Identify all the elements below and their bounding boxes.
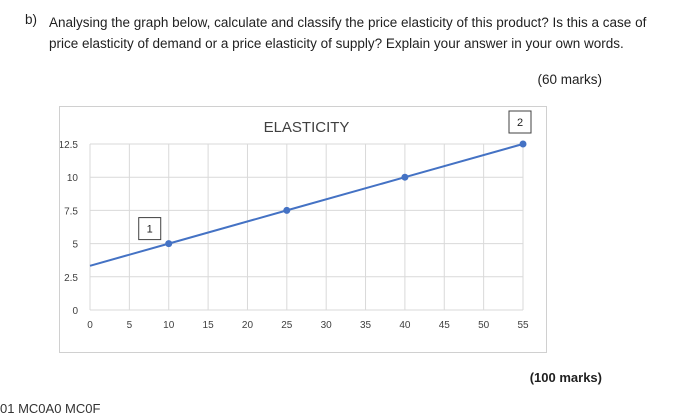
data-point	[401, 173, 409, 181]
elasticity-chart: ELASTICITY 0 5 10 15 20 25 30 35 40 45 50 55 0 2.5 5 7.5…	[59, 106, 547, 353]
x-tick-label: 0	[87, 320, 93, 331]
x-tick-label: 10	[163, 320, 175, 331]
y-tick-label: 5	[72, 240, 78, 251]
series-line	[89, 143, 524, 267]
annotation-label: 2	[517, 117, 523, 129]
data-point	[283, 206, 291, 214]
y-tick-label: 2.5	[64, 273, 78, 284]
x-tick-label: 55	[517, 320, 529, 331]
y-tick-label: 10	[67, 173, 79, 184]
x-tick-label: 45	[439, 320, 451, 331]
annotation-label: 1	[147, 224, 153, 236]
y-tick-label: 0	[72, 306, 78, 317]
chart-title: ELASTICITY	[264, 119, 350, 136]
chart-svg: ELASTICITY 0 5 10 15 20 25 30 35 40 45 50 55 0 2.5 5 7.5…	[59, 110, 532, 331]
data-point	[519, 140, 527, 148]
x-tick-label: 15	[203, 320, 215, 331]
annotation-box	[138, 217, 162, 241]
x-tick-label: 20	[242, 320, 254, 331]
question-marks: (60 marks)	[537, 72, 602, 87]
question-text: Analysing the graph below, calculate and…	[49, 15, 647, 51]
x-tick-label: 30	[321, 320, 333, 331]
y-tick-label: 12.5	[60, 140, 78, 151]
x-tick-label: 35	[360, 320, 372, 331]
x-tick-label: 25	[281, 320, 293, 331]
x-tick-label: 50	[478, 320, 490, 331]
data-point	[165, 240, 173, 248]
x-tick-label: 40	[399, 320, 411, 331]
total-marks: (100 marks)	[529, 370, 602, 385]
annotation-box	[508, 110, 532, 134]
x-tick-label: 5	[127, 320, 133, 331]
y-tick-label: 7.5	[64, 206, 78, 217]
question-label: b)	[25, 12, 38, 27]
